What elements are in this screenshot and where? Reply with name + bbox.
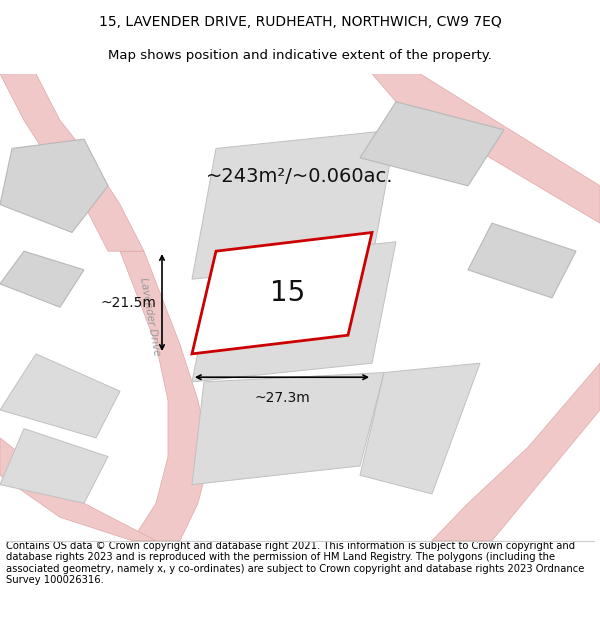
Polygon shape bbox=[0, 74, 144, 251]
Text: ~27.3m: ~27.3m bbox=[254, 391, 310, 405]
Polygon shape bbox=[432, 363, 600, 541]
Polygon shape bbox=[0, 251, 84, 307]
Polygon shape bbox=[0, 429, 108, 503]
Polygon shape bbox=[192, 242, 396, 382]
Polygon shape bbox=[192, 130, 396, 279]
Polygon shape bbox=[372, 74, 600, 223]
Text: 15, LAVENDER DRIVE, RUDHEATH, NORTHWICH, CW9 7EQ: 15, LAVENDER DRIVE, RUDHEATH, NORTHWICH,… bbox=[98, 15, 502, 29]
Polygon shape bbox=[0, 74, 600, 541]
Text: Contains OS data © Crown copyright and database right 2021. This information is : Contains OS data © Crown copyright and d… bbox=[6, 541, 584, 586]
Text: Map shows position and indicative extent of the property.: Map shows position and indicative extent… bbox=[108, 49, 492, 62]
Polygon shape bbox=[120, 251, 210, 541]
Text: ~243m²/~0.060ac.: ~243m²/~0.060ac. bbox=[206, 167, 394, 186]
Polygon shape bbox=[0, 438, 156, 541]
Polygon shape bbox=[192, 372, 384, 484]
Polygon shape bbox=[360, 102, 504, 186]
Polygon shape bbox=[468, 223, 576, 298]
Text: 15: 15 bbox=[271, 279, 305, 307]
Polygon shape bbox=[360, 363, 480, 494]
Polygon shape bbox=[0, 139, 108, 232]
Polygon shape bbox=[192, 232, 372, 354]
Text: ~21.5m: ~21.5m bbox=[100, 296, 156, 309]
Polygon shape bbox=[0, 354, 120, 438]
Text: Lavender Drive: Lavender Drive bbox=[138, 277, 162, 356]
